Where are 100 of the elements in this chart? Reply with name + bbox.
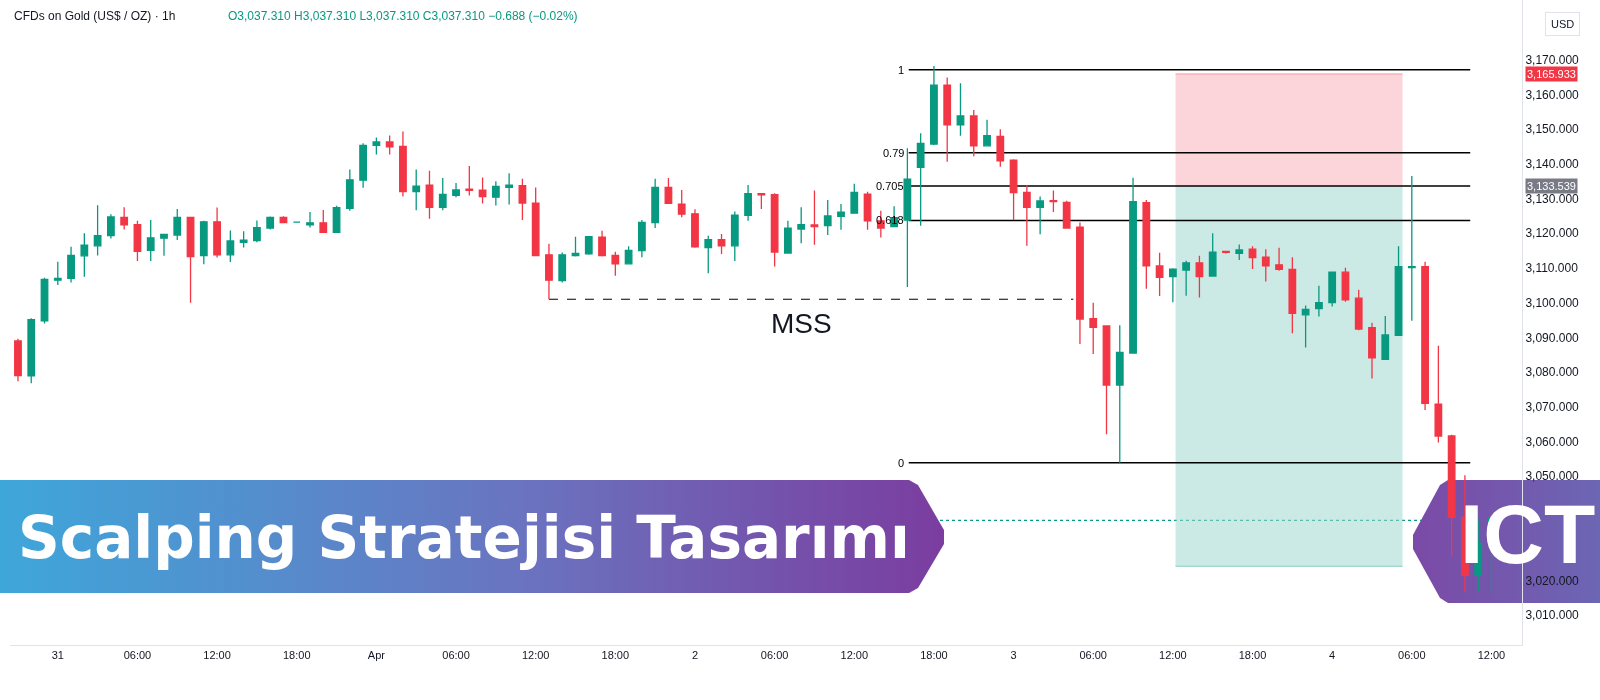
y-tick-label: 3,100.000 [1525,295,1580,310]
candlestick [584,235,593,256]
candlestick [823,199,832,236]
x-tick-label: 18:00 [1238,649,1267,662]
series-label: 0.79 [883,147,905,159]
candlestick [1328,271,1337,308]
y-tick-label: 3,090.000 [1525,330,1580,345]
candlestick [1261,248,1270,283]
series-label: 0 [898,457,905,469]
y-tick-label: 3,120.000 [1525,226,1580,241]
candlestick [173,208,182,241]
candlestick [491,180,500,207]
candlestick [199,220,208,265]
candlestick [27,317,36,384]
y-tick-label: 3,050.000 [1525,469,1580,484]
candlestick [810,189,819,246]
y-tick-label: 3,070.000 [1525,400,1580,415]
x-tick-label: 12:00 [840,649,869,662]
x-tick-label: 12:00 [203,649,231,662]
candlestick [545,243,553,300]
candlestick [850,182,859,214]
candlestick [784,220,792,255]
candlestick [1022,184,1031,247]
candlestick [1394,245,1403,336]
candlestick [651,178,660,229]
y-tick-label: 3,130.000 [1525,191,1580,206]
candlestick [744,184,752,222]
candlestick [133,220,142,262]
candlestick [160,233,168,257]
candlestick [1115,324,1124,464]
candlestick [1062,200,1071,229]
candlestick [1407,175,1416,322]
candlestick [1354,289,1363,331]
candlestick [1421,261,1429,411]
candlestick [518,178,527,221]
y-tick-label: 3,140.000 [1525,157,1580,172]
y-tick-label: 3,110.000 [1525,261,1579,276]
candlestick [1049,189,1058,213]
candlestick [67,246,75,284]
annotation: CFDs on Gold (US$ / OZ) · 1h [14,9,176,23]
candlestick [983,119,991,148]
candlestick [1314,285,1323,318]
candlestick [412,168,421,212]
candlestick [1381,315,1390,360]
x-tick-label: 2 [691,649,699,662]
candlestick [226,229,235,263]
candlestick [956,82,965,137]
candlestick [1089,302,1098,355]
candlestick [1036,195,1045,235]
candlestick [757,192,766,210]
y-tick-label: 3,060.000 [1525,434,1580,449]
candlestick [797,206,806,244]
x-tick-label: 06:00 [1398,649,1426,662]
text: 3,133.539 [1527,180,1576,192]
candlestick [306,211,314,229]
candlestick [399,130,407,198]
candlestick [345,168,354,212]
candlestick [903,147,912,288]
candlestick [1195,255,1204,299]
candlestick [266,215,275,231]
candlestick [505,172,514,206]
candlestick [93,204,102,257]
candlestick [438,177,447,212]
y-tick-label: 3,150.000 [1525,122,1580,137]
x-tick-label: 12:00 [1477,649,1506,662]
x-tick-label: 12:00 [1159,649,1187,662]
text: 3,165.933 [1527,68,1576,80]
candlestick [186,216,195,304]
series-label: 1 [898,64,905,76]
candlestick [1182,260,1191,297]
candlestick [571,236,580,257]
candlestick [292,221,301,224]
candlestick [1434,345,1443,444]
x-tick-label: Apr [367,649,386,662]
text: Scalping Stratejisi Tasarımı [18,504,910,572]
candlestick [372,136,381,156]
candlestick [425,170,434,220]
candlestick [1275,247,1283,272]
candlestick [598,230,606,258]
candlestick [837,203,845,231]
candlestick [969,109,978,157]
y-tick-label: 3,010.000 [1525,608,1580,623]
candlestick [80,232,89,278]
x-tick-label: 06:00 [442,649,470,662]
candlestick [53,261,62,286]
x-tick-label: 18:00 [282,649,311,662]
candlestick [478,176,487,205]
candlestick [1235,243,1244,261]
candlestick [1447,433,1456,558]
candlestick [1129,177,1137,354]
candlestick [146,219,155,262]
series-label: 0.705 [876,180,904,192]
annotation: MSS [771,308,832,339]
candlestick [996,128,1005,168]
x-tick-label: 06:00 [1079,649,1107,662]
x-tick-label: 3 [1010,649,1017,662]
candlestick [943,76,952,163]
candlestick [465,165,474,197]
candlestick [253,219,261,243]
candlestick [239,230,248,249]
